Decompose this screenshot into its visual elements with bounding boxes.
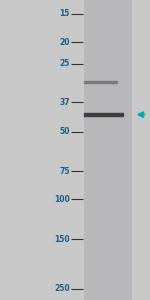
Text: 75: 75 (59, 167, 70, 176)
Text: 100: 100 (54, 195, 70, 204)
Text: 37: 37 (59, 98, 70, 107)
Text: 20: 20 (59, 38, 70, 46)
Text: 25: 25 (59, 59, 70, 68)
Text: 250: 250 (54, 284, 70, 293)
Text: 150: 150 (54, 235, 70, 244)
Text: 50: 50 (59, 127, 70, 136)
Bar (84, 0, 132, 300)
Text: 15: 15 (59, 10, 70, 19)
